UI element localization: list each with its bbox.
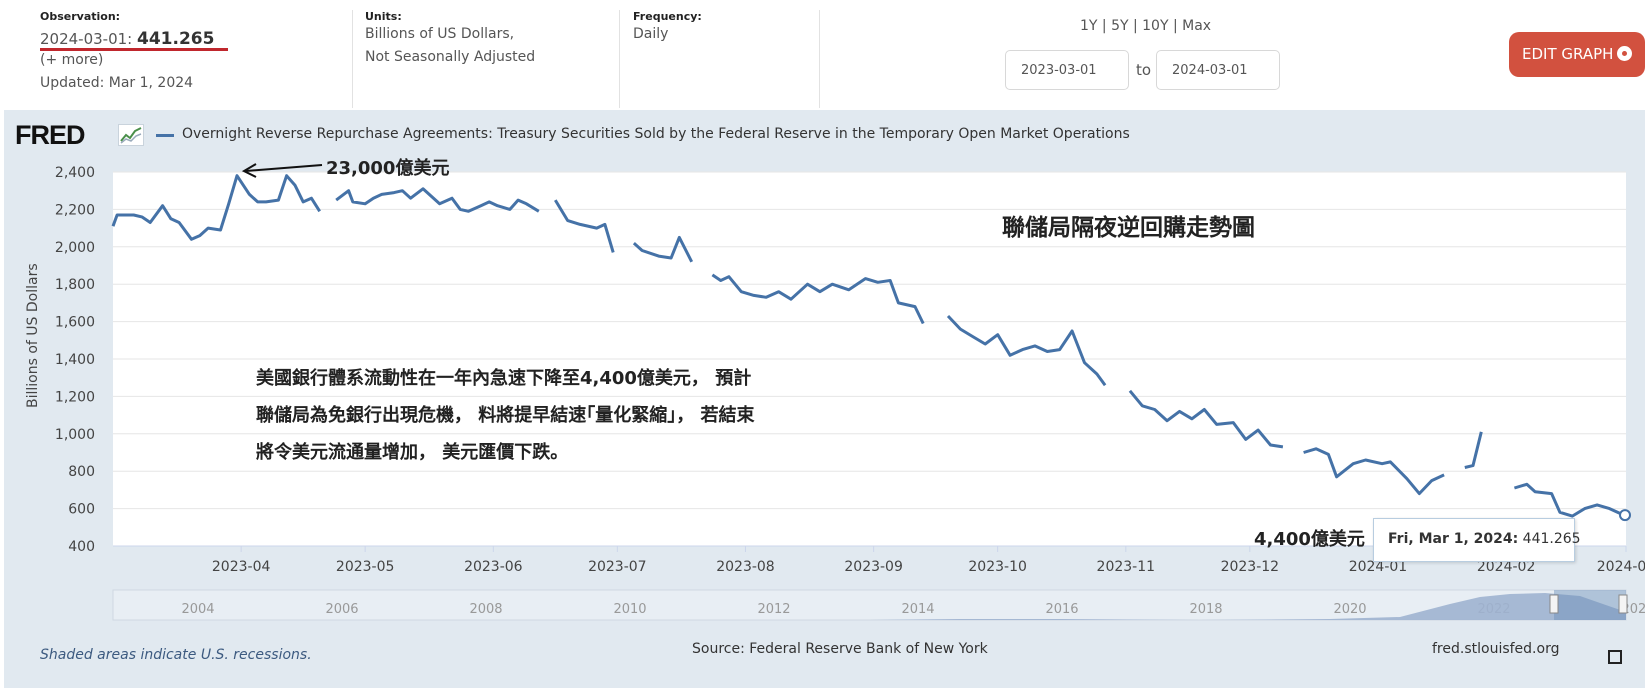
edit-graph-button[interactable]: EDIT GRAPH	[1509, 32, 1645, 77]
units-label: Units:	[365, 10, 402, 23]
overview-year-label: 2006	[325, 602, 358, 617]
overview-year-label: 2008	[469, 602, 502, 617]
units-block: Units: Billions of US Dollars, Not Seaso…	[365, 10, 535, 69]
tooltip: Fri, Mar 1, 2024: 441.265	[1373, 518, 1581, 562]
overview-year-label: 2018	[1189, 602, 1222, 617]
series-line-segment	[946, 314, 1107, 387]
y-tick-label: 1,800	[55, 277, 95, 293]
site-link[interactable]: fred.stlouisfed.org	[1432, 641, 1560, 657]
recession-note: Shaded areas indicate U.S. recessions.	[40, 647, 312, 663]
overview-selection	[1554, 590, 1626, 620]
x-tick-label: 2024-01	[1349, 559, 1408, 575]
overview-year-label: 2020	[1333, 602, 1366, 617]
frequency-value: Daily	[633, 26, 669, 42]
commentary-annotation: 美國銀行體系流動性在一年內急速下降至4,400億美元， 預計 聯儲局為免銀行出現…	[256, 360, 856, 471]
overview-year-label: 2004	[181, 602, 214, 617]
frequency-block: Frequency: Daily	[633, 10, 702, 46]
y-tick-label: 2,400	[55, 165, 95, 181]
units-line2: Not Seasonally Adjusted	[365, 49, 536, 65]
y-tick-label: 1,200	[55, 389, 95, 405]
overview-track	[112, 589, 1627, 621]
overview-handle-left	[1549, 594, 1559, 614]
overview-year-label: 2010	[613, 602, 646, 617]
y-tick-label: 1,600	[55, 315, 95, 331]
y-tick-label: 1,400	[55, 352, 95, 368]
observation-value-line: 2024-03-01: 441.265	[40, 29, 214, 49]
series-line-segment	[335, 187, 540, 213]
divider	[352, 10, 353, 108]
tooltip-value: 441.265	[1522, 531, 1581, 547]
series-line-segment	[711, 273, 925, 325]
y-tick-label: 600	[68, 502, 95, 518]
legend-swatch	[156, 134, 174, 137]
divider	[819, 10, 820, 108]
commentary-line: 聯儲局為免銀行出現危機， 料將提早結速｢量化緊縮｣， 若結束	[256, 405, 755, 426]
units-line1: Billions of US Dollars,	[365, 26, 515, 42]
x-tick-label: 2023-08	[716, 559, 775, 575]
overview-handle-right	[1618, 594, 1628, 614]
chart-icon	[118, 124, 144, 146]
series-line-segment	[632, 235, 694, 263]
chart-heading-annotation: 聯儲局隔夜逆回購走勢圖	[1002, 215, 1255, 241]
updated-text: Updated: Mar 1, 2024	[40, 75, 194, 91]
x-tick-label: 2023-06	[464, 559, 523, 575]
y-tick-label: 800	[68, 464, 95, 480]
data-series	[111, 174, 1627, 518]
x-tick-label: 2023-10	[968, 559, 1027, 575]
divider	[619, 10, 620, 108]
frequency-label: Frequency:	[633, 10, 702, 23]
observation-value: 441.265	[137, 29, 215, 49]
chart-title: Overnight Reverse Repurchase Agreements:…	[182, 126, 1130, 142]
x-tick-labels: 2023-04 2023-05 2023-06 2023-07 2023-08 2023-…	[212, 546, 1645, 575]
observation-date: 2024-03-01:	[40, 30, 133, 48]
commentary-line: 美國銀行體系流動性在一年內急速下降至4,400億美元， 預計	[256, 368, 752, 389]
observation-block: Observation: 2024-03-01: 441.265 (+ more…	[40, 10, 214, 95]
x-tick-label: 2023-04	[212, 559, 271, 575]
to-label: to	[1136, 61, 1152, 79]
overview-year-label: 2016	[1045, 602, 1078, 617]
x-tick-label: 2023-12	[1221, 559, 1280, 575]
tooltip-date: Fri, Mar 1, 2024:	[1388, 531, 1519, 547]
overview-area	[870, 593, 1626, 620]
x-tick-label: 2024-02	[1477, 559, 1536, 575]
y-tick-label: 2,200	[55, 202, 95, 218]
y-tick-label: 2,000	[55, 240, 95, 256]
series-line-segment	[1128, 389, 1284, 449]
series-line-segment	[1303, 447, 1445, 496]
fullscreen-icon[interactable]	[1608, 650, 1622, 664]
fred-logo: FRED	[15, 120, 85, 150]
red-underline	[40, 48, 228, 51]
peak-annotation: 23,000億美元	[326, 158, 450, 179]
x-tick-label: 2023-09	[844, 559, 903, 575]
edit-graph-label: EDIT GRAPH	[1522, 45, 1614, 63]
series-line-segment	[554, 199, 615, 253]
end-date-input[interactable]: 2024-03-01	[1156, 50, 1280, 90]
header-bar: Observation: 2024-03-01: 441.265 (+ more…	[0, 0, 1645, 110]
gear-icon	[1617, 46, 1633, 61]
more-link[interactable]: (+ more)	[40, 52, 104, 68]
overview-year-label: 2012	[757, 602, 790, 617]
observation-label: Observation:	[40, 10, 121, 23]
x-tick-label: 2023-05	[336, 559, 395, 575]
overview-navigator[interactable]: 2004200620082010201220142016201820202022…	[112, 589, 1645, 621]
hover-marker	[1619, 509, 1631, 522]
series-line-segment	[1464, 431, 1483, 469]
source-text: Source: Federal Reserve Bank of New York	[692, 641, 988, 657]
series-line-segment	[111, 174, 321, 241]
x-tick-label: 2023-07	[588, 559, 647, 575]
y-tick-labels: 2,400 2,200 2,000 1,800 1,600 1,400 1,200 1,000…	[55, 165, 95, 555]
y-tick-label: 1,000	[55, 427, 95, 443]
overview-year-label: 2014	[901, 602, 934, 617]
commentary-line: 將令美元流通量增加， 美元匯價下跌。	[256, 442, 569, 463]
start-date-input[interactable]: 2023-03-01	[1005, 50, 1129, 90]
annotation-arrow-head	[241, 163, 257, 178]
range-options[interactable]: 1Y | 5Y | 10Y | Max	[1080, 18, 1212, 34]
trough-annotation: 4,400億美元	[1254, 529, 1365, 550]
x-tick-label: 2024-03	[1597, 559, 1645, 575]
annotation-arrow-shaft	[245, 164, 323, 172]
y-tick-label: 400	[68, 539, 95, 555]
x-tick-label: 2023-11	[1097, 559, 1156, 575]
series-line-segment	[1513, 482, 1627, 518]
